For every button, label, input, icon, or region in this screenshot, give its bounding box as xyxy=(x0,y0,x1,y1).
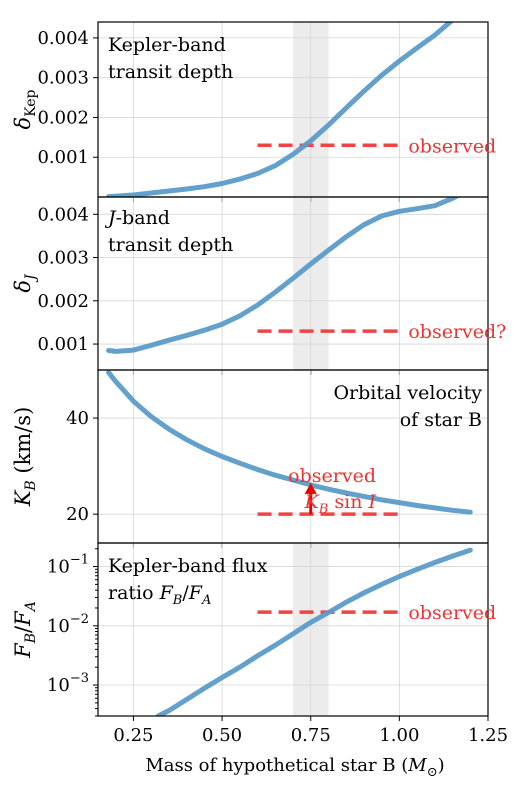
ylabel-main: F xyxy=(11,642,35,659)
panel-title-line1: J-band xyxy=(104,207,170,229)
y-tick-label: 0.003 xyxy=(37,248,89,269)
x-axis-label: Mass of hypothetical star B (M⊙) xyxy=(145,755,444,780)
y-tick-label: 0.001 xyxy=(37,334,89,355)
observed-label: observed? xyxy=(408,321,506,343)
y-tick-label: 10−1 xyxy=(47,553,89,578)
ylabel-sub: B xyxy=(23,480,39,491)
y-tick-label: 0.002 xyxy=(37,291,89,312)
x-tick-label: 0.50 xyxy=(202,725,242,746)
ratio-f: F xyxy=(159,582,174,604)
y-tick-label: 10−2 xyxy=(47,612,89,637)
plot-area xyxy=(98,543,488,716)
panel-frame xyxy=(97,542,489,717)
y-tick-label: 10−3 xyxy=(47,671,89,696)
ylabel-main: δ xyxy=(11,117,35,130)
x-tick-label: 0.75 xyxy=(291,725,331,746)
model-curve xyxy=(155,547,473,716)
panel-title-line2: of star B xyxy=(400,409,482,431)
panel-title-line1: Kepler-band flux xyxy=(108,555,268,577)
tick-base: 10 xyxy=(47,675,70,696)
observed-label: observed xyxy=(408,135,496,157)
panel-1: 0.001 0.002 0.003 0.004 δKep Kepler-band trans… xyxy=(11,21,496,202)
y-axis-label: δJ xyxy=(11,273,39,293)
observed-label-2: KB sin I xyxy=(304,491,377,517)
y-axis-label: KB (km/s) xyxy=(11,407,39,508)
y-tick-label: 0.001 xyxy=(37,147,89,168)
y-axis-label: δKep xyxy=(11,89,39,129)
ylabel-sub-a: A xyxy=(23,601,39,613)
panel-title-line2: transit depth xyxy=(108,61,233,83)
panel-title-line2: transit depth xyxy=(108,234,233,256)
xlabel-close: ) xyxy=(438,755,445,776)
plot-area xyxy=(98,22,488,197)
ylabel-slash: / xyxy=(11,625,35,633)
model-curve xyxy=(106,197,461,354)
tick-exponent: −3 xyxy=(70,671,89,686)
obs2-sin: sin xyxy=(328,491,368,513)
panel-title-line1: Kepler-band xyxy=(108,34,226,56)
y-tick-label: 0.004 xyxy=(37,204,89,225)
band-text: -band xyxy=(116,207,170,229)
xlabel-sun: ⊙ xyxy=(427,765,438,780)
y-tick-label: 0.002 xyxy=(37,107,89,128)
model-curve xyxy=(106,370,473,515)
tick-base: 10 xyxy=(47,616,70,637)
ylabel-sub-b: B xyxy=(23,633,39,644)
tick-exponent: −1 xyxy=(70,553,89,568)
ratio-sub-a: A xyxy=(201,593,211,608)
ratio-sub-b: B xyxy=(172,593,183,608)
plot-area xyxy=(98,370,488,543)
y-tick-label: 0.003 xyxy=(37,68,89,89)
ylabel-sub: Kep xyxy=(23,89,39,116)
xlabel-text: Mass of hypothetical star B ( xyxy=(145,755,408,776)
panel-title-line1: Orbital velocity xyxy=(333,382,482,404)
ylabel-main: K xyxy=(11,489,35,507)
observed-label: observed xyxy=(408,602,496,624)
plot-area xyxy=(98,197,488,370)
arrow-head xyxy=(304,482,317,494)
observed-label: observed xyxy=(288,465,376,487)
obs2-i: I xyxy=(367,491,376,513)
y-tick-label: 40 xyxy=(66,408,89,429)
ratio-f-2: F xyxy=(188,582,203,604)
ratio-slash: / xyxy=(182,582,189,604)
x-tick-label: 1.00 xyxy=(379,725,419,746)
band-letter: J xyxy=(104,207,117,229)
model-curve xyxy=(106,22,455,197)
ratio-text: ratio xyxy=(108,582,160,604)
obs2-sub: B xyxy=(318,502,329,517)
panel-title-line2: ratio FB/FA xyxy=(108,582,211,608)
tick-base: 10 xyxy=(47,557,70,578)
ylabel-main-2: F xyxy=(11,610,35,627)
y-tick-label: 0.004 xyxy=(37,28,89,49)
tick-exponent: −2 xyxy=(70,612,89,627)
x-tick-label: 0.25 xyxy=(113,725,153,746)
xlabel-m: M xyxy=(407,755,427,776)
y-tick-label: 20 xyxy=(66,504,89,525)
ylabel-unit: (km/s) xyxy=(11,407,35,481)
ylabel-sub: J xyxy=(23,273,39,283)
ylabel-main: δ xyxy=(11,280,35,293)
y-axis-label: FB/FA xyxy=(11,601,39,659)
obs2-k: K xyxy=(304,491,321,513)
x-tick-label: 1.25 xyxy=(468,725,508,746)
